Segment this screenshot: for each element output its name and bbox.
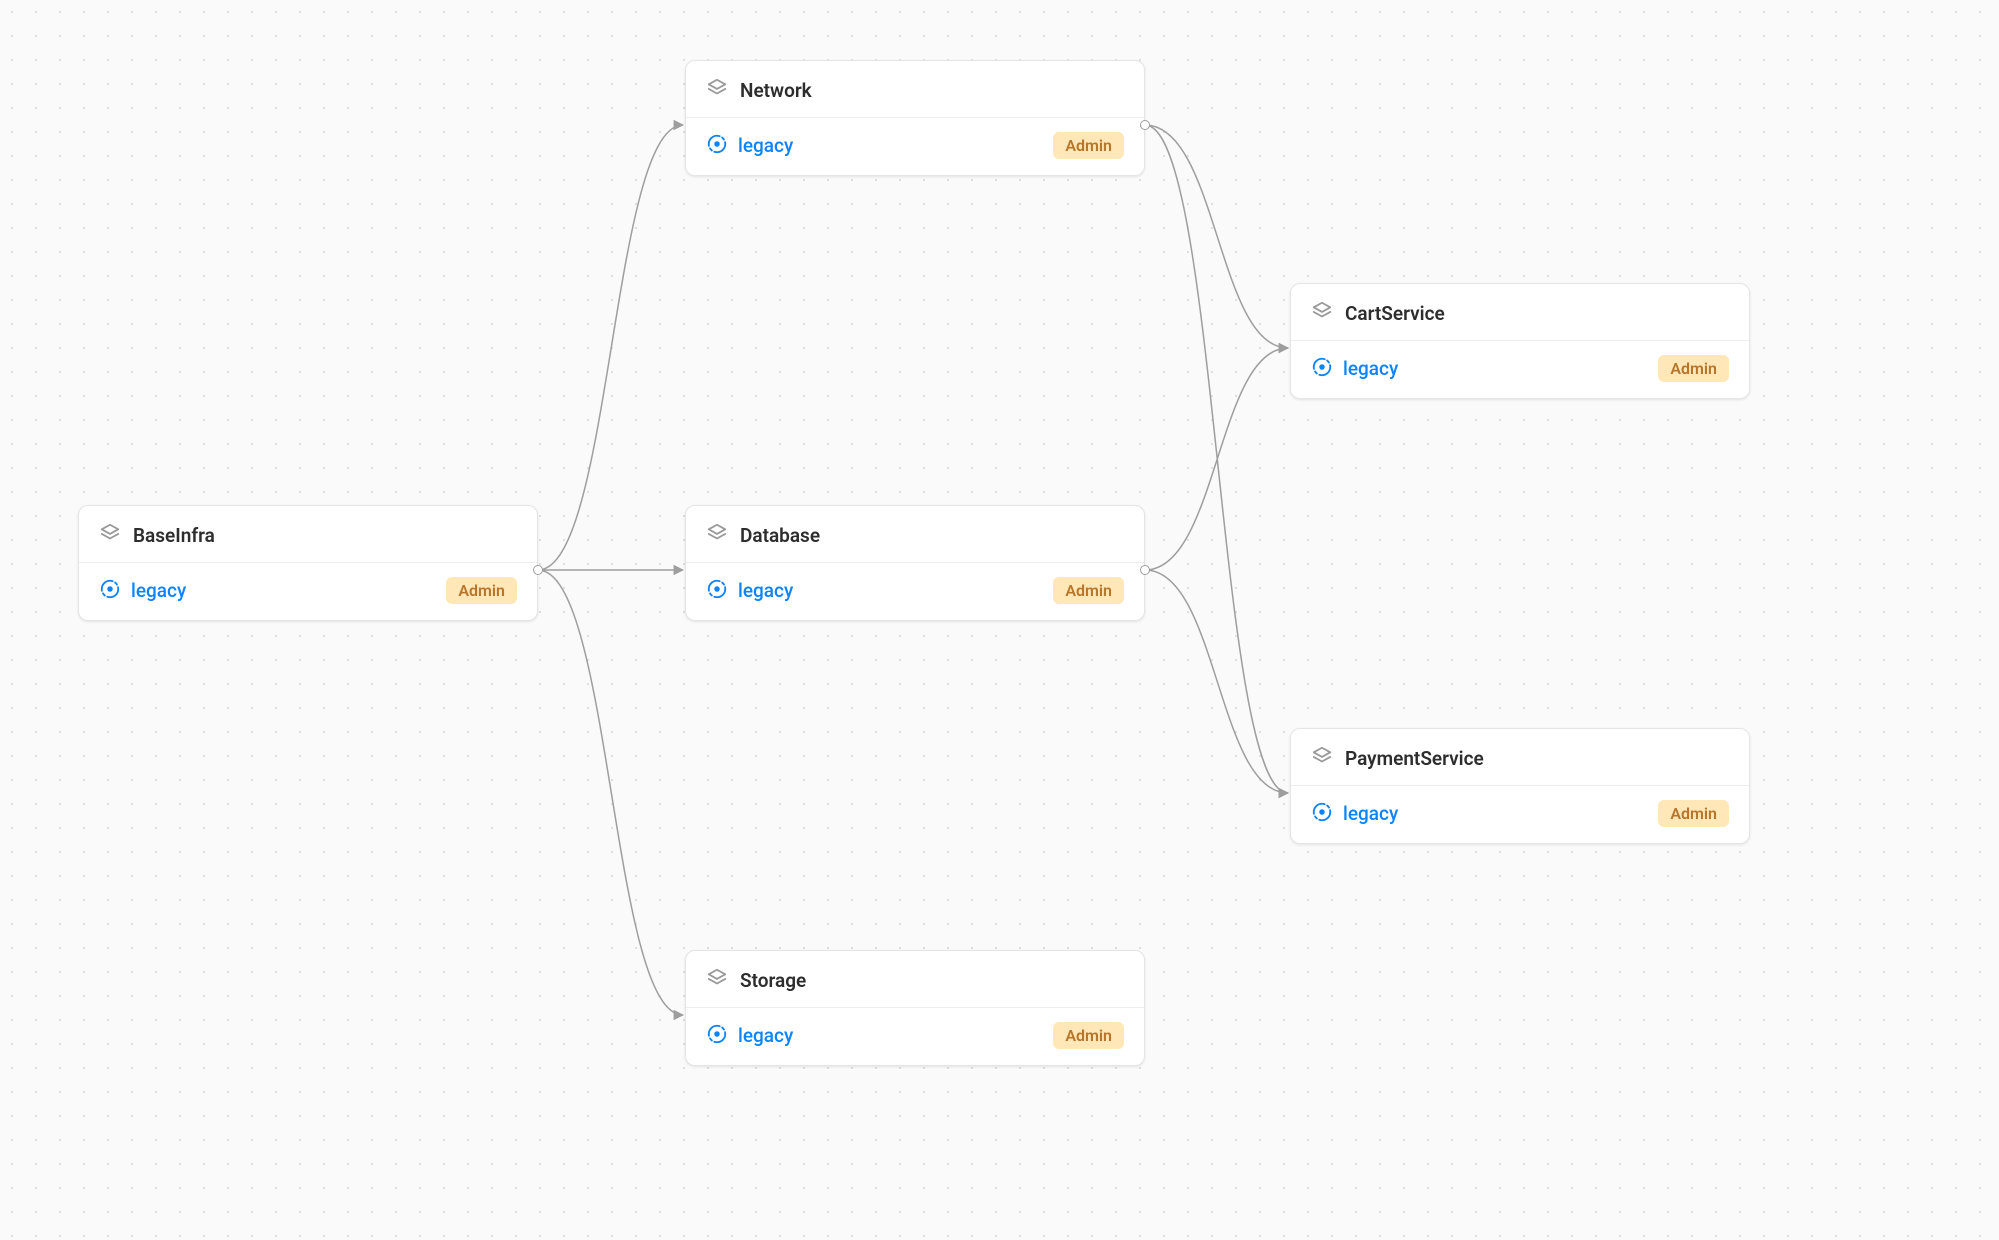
node-body: legacy Admin: [1291, 786, 1749, 843]
target-icon: [1311, 356, 1333, 382]
target-icon: [99, 578, 121, 604]
node-header: CartService: [1291, 284, 1749, 341]
node-header: PaymentService: [1291, 729, 1749, 786]
node-database[interactable]: Database legacy Admin: [685, 505, 1145, 621]
node-header: BaseInfra: [79, 506, 537, 563]
edge-network-cartservice: [1145, 125, 1288, 348]
stack-icon: [706, 522, 728, 548]
node-title: CartService: [1345, 302, 1445, 325]
stack-reference[interactable]: legacy: [706, 578, 793, 604]
stack-icon: [706, 77, 728, 103]
stack-icon: [1311, 745, 1333, 771]
output-port-database[interactable]: [1140, 565, 1150, 575]
node-paymentservice[interactable]: PaymentService legacy Admin: [1290, 728, 1750, 844]
node-title: Storage: [740, 969, 806, 992]
stack-reference[interactable]: legacy: [1311, 356, 1398, 382]
permission-badge: Admin: [1658, 355, 1729, 382]
stack-icon: [1311, 300, 1333, 326]
node-body: legacy Admin: [1291, 341, 1749, 398]
stack-icon: [706, 967, 728, 993]
stack-label: legacy: [131, 579, 186, 602]
node-title: BaseInfra: [133, 524, 215, 547]
node-body: legacy Admin: [686, 118, 1144, 175]
node-title: Database: [740, 524, 820, 547]
node-cartservice[interactable]: CartService legacy Admin: [1290, 283, 1750, 399]
stack-reference[interactable]: legacy: [706, 133, 793, 159]
node-header: Database: [686, 506, 1144, 563]
edge-baseinfra-network: [538, 125, 683, 570]
diagram-canvas[interactable]: BaseInfra legacy Admin Network: [0, 0, 1999, 1240]
output-port-baseinfra[interactable]: [533, 565, 543, 575]
target-icon: [706, 578, 728, 604]
edge-database-paymentservice: [1145, 570, 1288, 793]
output-port-network[interactable]: [1140, 120, 1150, 130]
node-body: legacy Admin: [686, 1008, 1144, 1065]
permission-badge: Admin: [1053, 1022, 1124, 1049]
stack-icon: [99, 522, 121, 548]
stack-label: legacy: [738, 1024, 793, 1047]
stack-label: legacy: [1343, 357, 1398, 380]
stack-label: legacy: [1343, 802, 1398, 825]
stack-reference[interactable]: legacy: [99, 578, 186, 604]
edge-network-paymentservice: [1145, 125, 1288, 793]
node-body: legacy Admin: [79, 563, 537, 620]
permission-badge: Admin: [1053, 577, 1124, 604]
node-storage[interactable]: Storage legacy Admin: [685, 950, 1145, 1066]
permission-badge: Admin: [446, 577, 517, 604]
stack-reference[interactable]: legacy: [1311, 801, 1398, 827]
node-header: Network: [686, 61, 1144, 118]
stack-label: legacy: [738, 579, 793, 602]
stack-label: legacy: [738, 134, 793, 157]
target-icon: [1311, 801, 1333, 827]
node-title: PaymentService: [1345, 747, 1484, 770]
target-icon: [706, 1023, 728, 1049]
node-body: legacy Admin: [686, 563, 1144, 620]
node-baseinfra[interactable]: BaseInfra legacy Admin: [78, 505, 538, 621]
target-icon: [706, 133, 728, 159]
node-header: Storage: [686, 951, 1144, 1008]
edge-baseinfra-storage: [538, 570, 683, 1015]
edge-database-cartservice: [1145, 348, 1288, 570]
node-network[interactable]: Network legacy Admin: [685, 60, 1145, 176]
stack-reference[interactable]: legacy: [706, 1023, 793, 1049]
permission-badge: Admin: [1658, 800, 1729, 827]
permission-badge: Admin: [1053, 132, 1124, 159]
node-title: Network: [740, 79, 812, 102]
